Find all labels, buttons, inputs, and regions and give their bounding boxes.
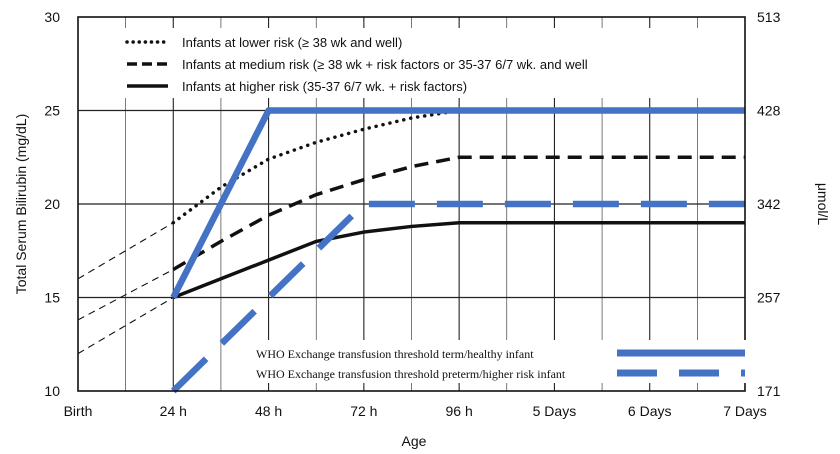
x-tick-label: 6 Days bbox=[628, 403, 672, 419]
x-tick-label: 5 Days bbox=[533, 403, 577, 419]
x-tick-label: 48 h bbox=[255, 403, 282, 419]
legend-label-higher-risk: Infants at higher risk (35-37 6/7 wk. + … bbox=[182, 79, 467, 94]
legend-label-who-term: WHO Exchange transfusion threshold term/… bbox=[256, 347, 534, 361]
y2-tick-label: 428 bbox=[757, 103, 781, 119]
x-tick-label: 24 h bbox=[160, 403, 187, 419]
extrapolation-line bbox=[77, 268, 174, 321]
y2-tick-label: 342 bbox=[757, 196, 781, 212]
extrapolation-line bbox=[77, 222, 174, 280]
legend-who: WHO Exchange transfusion threshold term/… bbox=[244, 340, 754, 383]
x-tick-labels: Birth 24 h 48 h 72 h 96 h 5 Days 6 Days 7 Days bbox=[64, 403, 767, 419]
x-tick-label: 72 h bbox=[350, 403, 377, 419]
y-tick-label: 30 bbox=[44, 9, 60, 25]
series-line-who-preterm bbox=[171, 200, 745, 394]
legend-label-medium-risk: Infants at medium risk (≥ 38 wk + risk f… bbox=[182, 57, 588, 72]
y2-tick-label: 171 bbox=[757, 383, 781, 399]
series-line-medium-risk bbox=[172, 155, 745, 271]
legend-risk: Infants at lower risk (≥ 38 wk and well)… bbox=[118, 28, 708, 98]
y-axis-title: Total Serum Bilirubin (mg/dL) bbox=[13, 114, 29, 295]
y-tick-label: 20 bbox=[44, 196, 60, 212]
legend-label-who-preterm: WHO Exchange transfusion threshold prete… bbox=[256, 367, 566, 381]
y2-tick-label: 257 bbox=[757, 290, 781, 306]
legend-label-lower-risk: Infants at lower risk (≥ 38 wk and well) bbox=[182, 35, 402, 50]
x-tick-label: 96 h bbox=[446, 403, 473, 419]
x-axis-title: Age bbox=[402, 433, 427, 449]
y-tick-label: 25 bbox=[44, 103, 60, 119]
legend-who-background bbox=[244, 340, 754, 383]
y2-tick-label: 513 bbox=[757, 9, 781, 25]
y2-axis-title: μmol/L bbox=[815, 183, 831, 226]
y-tick-label: 15 bbox=[44, 290, 60, 306]
y-tick-label: 10 bbox=[44, 383, 60, 399]
series-lines bbox=[170, 107, 747, 394]
plot-frame bbox=[77, 16, 746, 392]
extrapolation-line bbox=[77, 297, 174, 355]
x-tick-label: Birth bbox=[64, 403, 93, 419]
legend-risk-background bbox=[118, 28, 708, 98]
y2-tick-labels: 171 257 342 428 513 bbox=[757, 9, 781, 399]
x-tick-label: 7 Days bbox=[723, 403, 767, 419]
y-tick-labels: 10 15 20 25 30 bbox=[44, 9, 60, 399]
extrapolation-lines bbox=[77, 222, 174, 355]
series-line-higher-risk bbox=[172, 220, 745, 300]
series-line-who-term bbox=[170, 107, 745, 299]
